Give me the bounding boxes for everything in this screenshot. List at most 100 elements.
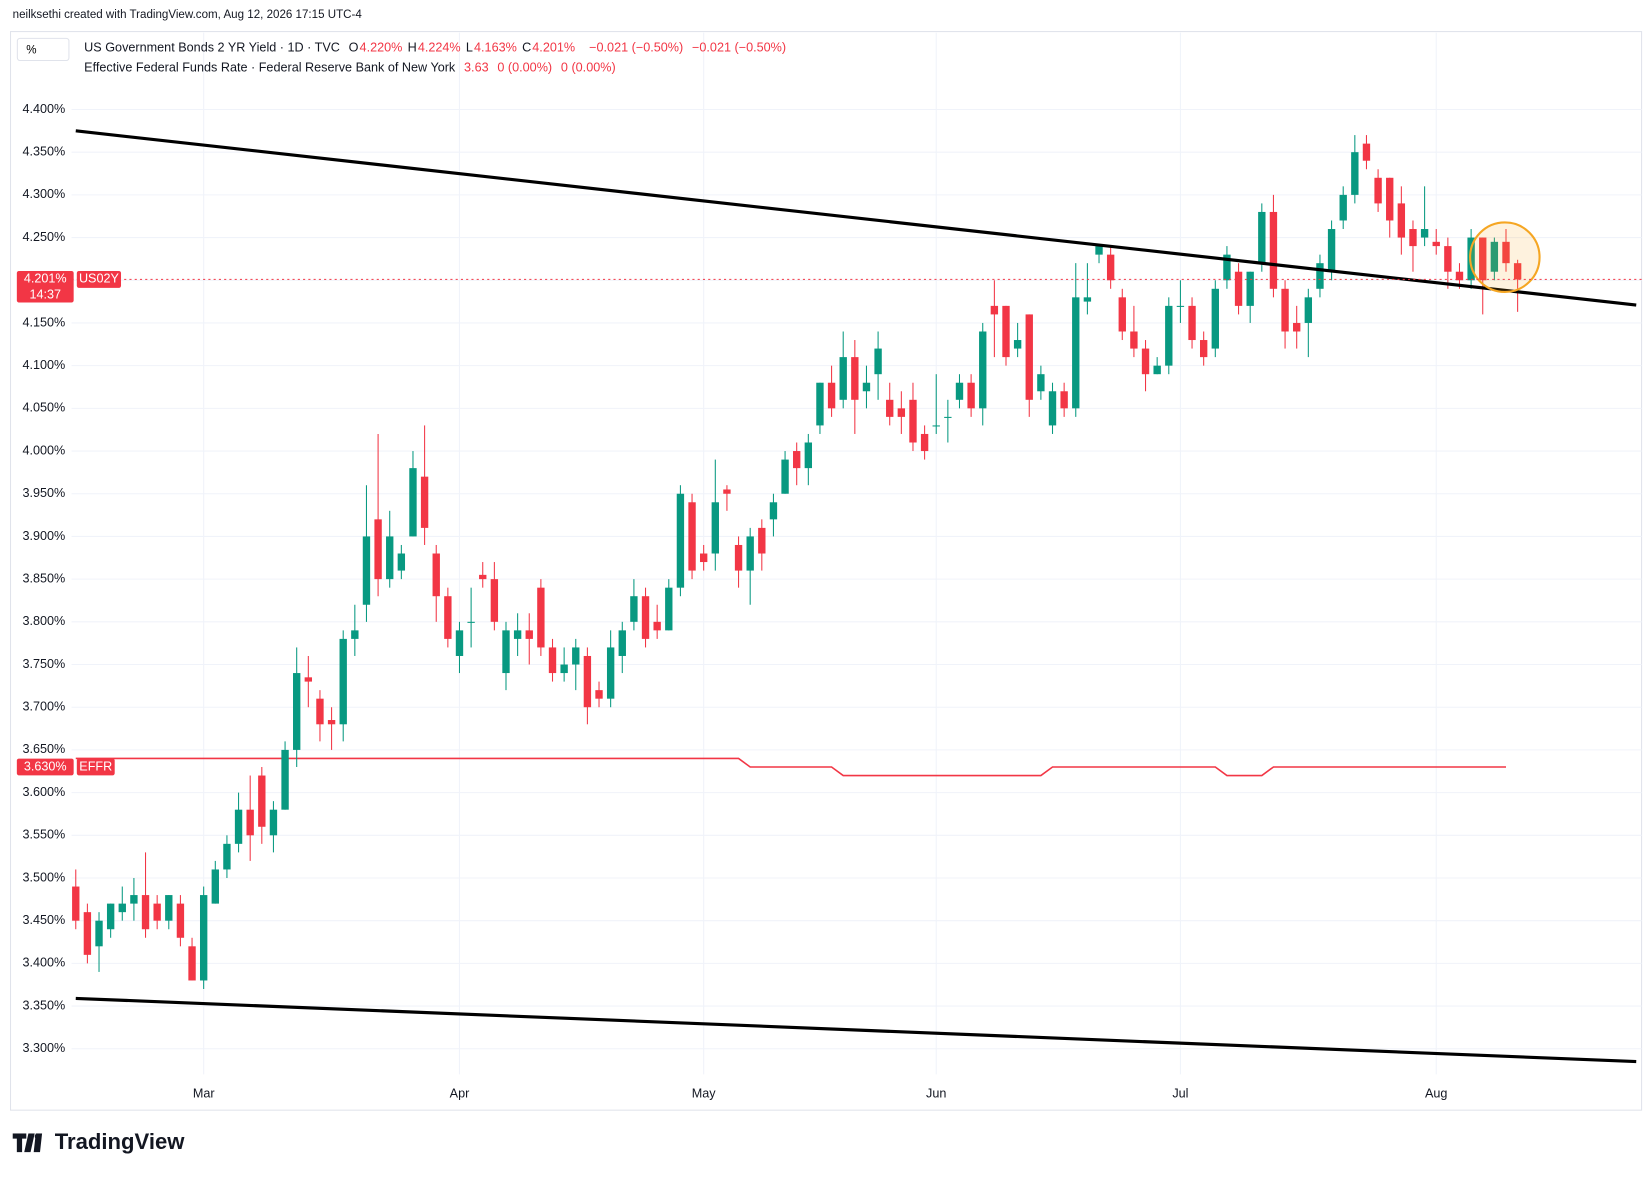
credit: neilksethi created with TradingView.com,… xyxy=(12,8,362,22)
brand: TradingView xyxy=(54,1130,185,1155)
y-tick-label: 4.300% xyxy=(22,187,65,201)
candle-body xyxy=(1246,271,1254,306)
candle-body xyxy=(1409,229,1417,247)
candle-body xyxy=(932,425,940,427)
candle-body xyxy=(1153,365,1161,375)
candle-body xyxy=(153,903,161,921)
candle-body xyxy=(258,775,266,827)
y-tick-label: 3.550% xyxy=(22,828,65,842)
candle-body xyxy=(1083,297,1092,302)
candle-body xyxy=(1234,271,1243,306)
candle-body xyxy=(141,895,150,930)
legend-ohlc-value: 4.201% xyxy=(532,39,576,55)
y-tick-label: 3.650% xyxy=(22,742,65,756)
legend-ohlc-key: C xyxy=(522,39,532,55)
legend-change: −0.021 (−0.50%) xyxy=(692,39,787,55)
effr-name-label: EFFR xyxy=(79,759,112,773)
tags: 3.300% 3.350% 3.400% 3.450% 3.500% 3.550% 3.60… xyxy=(16,102,1447,1101)
candle-body xyxy=(513,630,522,639)
effr-name-tag xyxy=(76,758,115,776)
y-tick-label: 4.400% xyxy=(22,102,65,116)
y-tick-label: 3.500% xyxy=(22,870,65,884)
percent-button[interactable]: % xyxy=(16,37,70,62)
y-tick-label: 4.000% xyxy=(22,443,65,457)
y-tick-label: 3.750% xyxy=(22,657,65,671)
candle-body xyxy=(1072,297,1080,409)
candle-body xyxy=(386,536,394,580)
candle-body xyxy=(95,920,103,947)
candle-body xyxy=(688,502,696,571)
candle-body xyxy=(618,630,626,656)
candle-body xyxy=(1037,374,1045,392)
candle-body xyxy=(1293,322,1301,332)
candle-body xyxy=(83,912,92,955)
y-tick-label: 3.600% xyxy=(22,785,65,799)
candle-body xyxy=(746,536,754,571)
grid xyxy=(71,32,1642,1075)
candle-body xyxy=(793,451,801,469)
symbol-tag xyxy=(76,270,122,288)
legend-overlay-value: 0 (0.00%) xyxy=(560,59,616,75)
candle-body xyxy=(1013,340,1022,349)
candle-body xyxy=(269,809,278,836)
candle-body xyxy=(1479,237,1487,281)
price-tag-value: 4.201% xyxy=(24,272,67,286)
candle-body xyxy=(1397,203,1406,238)
candle-body xyxy=(1269,211,1278,289)
candle-body xyxy=(909,399,917,443)
candle-body xyxy=(1176,305,1185,307)
y-tick-label: 3.450% xyxy=(22,913,65,927)
candle-body xyxy=(1002,305,1010,358)
y-tick-label: 3.850% xyxy=(22,571,65,585)
candle-body xyxy=(304,677,313,682)
legend-overlay-name: Effective Federal Funds Rate · Federal R… xyxy=(84,59,456,75)
footer: TradingView xyxy=(12,1130,185,1155)
candle-body xyxy=(630,596,638,622)
effr-tag xyxy=(16,758,74,776)
candle-body xyxy=(583,655,592,708)
y-tick-label: 4.150% xyxy=(22,315,65,329)
price-tag xyxy=(16,270,74,303)
candle-body xyxy=(467,621,475,623)
legend-ohlc: O4.220% H4.224% L4.163% C4.201% xyxy=(349,40,581,55)
legend-ohlc-key: L xyxy=(465,39,473,55)
candle-body xyxy=(479,574,487,580)
y-tick-label: 4.350% xyxy=(22,144,65,158)
candle-body xyxy=(397,553,406,571)
legend-ohlc-value: 4.224% xyxy=(417,39,461,55)
candle-body xyxy=(525,630,533,639)
candle-body xyxy=(420,476,429,528)
candle-body xyxy=(1386,177,1394,221)
candle-body xyxy=(606,647,615,699)
candle-body xyxy=(781,459,789,494)
candle-body xyxy=(1258,211,1266,264)
candle-body xyxy=(106,903,115,930)
candle-body xyxy=(816,382,824,426)
legend-series-name: US Government Bonds 2 YR Yield · 1D · TV… xyxy=(84,39,340,55)
candle-body xyxy=(990,305,999,315)
candle-body xyxy=(1420,229,1429,238)
candle-body xyxy=(1432,241,1440,247)
marks xyxy=(71,129,1642,1064)
candle-body xyxy=(734,544,743,571)
candle-body xyxy=(351,630,359,639)
candle-body xyxy=(979,331,987,409)
candle-body xyxy=(1281,288,1289,332)
candle-body xyxy=(199,895,208,981)
candle-body xyxy=(548,647,557,674)
candle-body xyxy=(1048,391,1057,426)
candle-body xyxy=(641,596,650,639)
symbol-tag-label: US02Y xyxy=(79,272,120,286)
candle-body xyxy=(432,553,440,597)
candle-body xyxy=(176,903,185,938)
candle-body xyxy=(595,690,603,699)
candle-body xyxy=(362,536,371,605)
candle-body xyxy=(1130,331,1138,349)
candle-body xyxy=(1444,246,1452,272)
candle-body xyxy=(1502,241,1510,264)
x-tick-label: Apr xyxy=(450,1087,470,1101)
x-tick-label: Jun xyxy=(926,1087,946,1101)
candle-body xyxy=(653,621,661,631)
y-tick-label: 3.300% xyxy=(22,1041,65,1055)
